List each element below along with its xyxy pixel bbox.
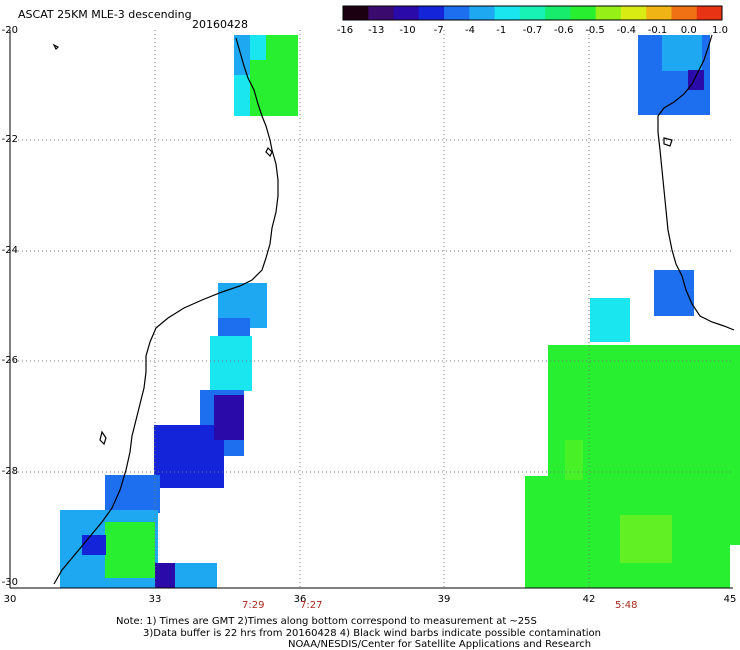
y-tick-label: -20	[1, 25, 18, 36]
colorbar-swatch	[696, 6, 723, 20]
data-cells-swath-left	[60, 35, 298, 588]
colorbar-tick-label: -0.7	[522, 25, 543, 36]
colorbar-swatch	[444, 6, 470, 20]
colorbar-tick-label: 1.0	[712, 25, 728, 36]
colorbar-tick-label: -0.4	[616, 25, 636, 36]
colorbar-swatch	[418, 6, 445, 20]
colorbar-swatch	[646, 6, 672, 20]
colorbar-tick-label: -16	[336, 25, 354, 36]
y-tick-label: -30	[1, 577, 18, 588]
x-tick-label: 42	[582, 594, 596, 605]
y-tick-label: -24	[1, 245, 18, 256]
colorbar-swatch	[671, 6, 698, 20]
colorbar-border	[342, 5, 723, 21]
x-tick-label: 30	[3, 594, 17, 605]
time-label: 7:27	[300, 600, 323, 611]
colorbar-tick-label: -1	[496, 25, 507, 36]
colorbar-tick-label: -0.1	[647, 25, 668, 36]
coastline	[52, 34, 735, 585]
note-line-3: NOAA/NESDIS/Center for Satellite Applica…	[288, 639, 592, 650]
colorbar-swatch	[620, 6, 647, 20]
y-tick-label: -22	[1, 134, 18, 145]
time-label: 5:48	[615, 600, 638, 611]
plot-date: 20160428	[192, 18, 248, 31]
colorbar-tick-label: -0.6	[553, 25, 574, 36]
colorbar-tick-label: -13	[368, 25, 385, 36]
colorbar-tick-label: -7	[433, 25, 444, 36]
note-line-1: Note: 1) Times are GMT 2)Times along bot…	[116, 616, 537, 627]
y-tick-label: -28	[1, 466, 18, 477]
colorbar-swatch	[494, 6, 521, 20]
axis-frame	[9, 30, 733, 589]
x-tick-label: 33	[148, 594, 162, 605]
colorbar-swatch	[519, 6, 546, 20]
data-cells-swath-right	[525, 35, 740, 588]
y-tick-label: -26	[1, 355, 18, 366]
x-tick-label: 45	[723, 594, 737, 605]
colorbar-tick-label: 0.0	[680, 25, 697, 36]
colorbar-swatch	[469, 6, 496, 20]
x-tick-label: 39	[437, 594, 451, 605]
colorbar-swatch	[570, 6, 597, 20]
colorbar-swatch	[545, 6, 571, 20]
colorbar-tick-label: -10	[399, 25, 416, 36]
note-line-2: 3)Data buffer is 22 hrs from 20160428 4)…	[143, 628, 601, 639]
colorbar-swatch	[368, 6, 395, 20]
plot-title: ASCAT 25KM MLE-3 descending	[18, 8, 192, 21]
time-label: 7:29	[242, 600, 265, 611]
colorbar-swatch	[343, 6, 369, 20]
colorbar-tick-label: -0.5	[585, 25, 605, 36]
colorbar-tick-label: -4	[465, 25, 475, 36]
colorbar-swatch	[393, 6, 420, 20]
x-tick-label: 36	[293, 594, 307, 605]
colorbar-swatch	[595, 6, 622, 20]
colorbar	[342, 5, 723, 21]
grid-lines	[10, 30, 733, 588]
